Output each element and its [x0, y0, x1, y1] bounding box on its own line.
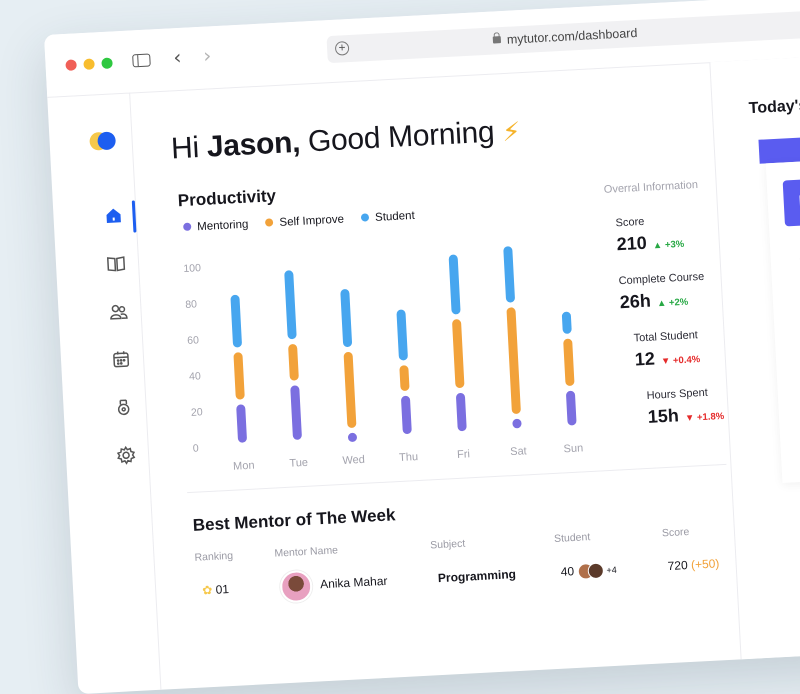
- bar-self-improve-fri[interactable]: [452, 319, 465, 389]
- url-text: mytutor.com/dashboard: [506, 25, 638, 47]
- trend-up-icon: ▲: [656, 297, 667, 310]
- col-ranking: Ranking: [194, 549, 234, 564]
- x-tick-label: Fri: [457, 448, 470, 461]
- bar-self-improve-sun[interactable]: [563, 338, 575, 386]
- overall-info-title: Overral Information: [603, 178, 699, 196]
- new-tab-icon[interactable]: +: [334, 40, 350, 56]
- stat-total-student: Total Student 12 ▼ +0.4%: [633, 329, 701, 370]
- schedule-header-band: [758, 128, 800, 164]
- bar-student-sun[interactable]: [561, 311, 572, 334]
- address-bar[interactable]: + mytutor.com/dashboard: [326, 10, 800, 64]
- bar-student-sat[interactable]: [503, 246, 515, 303]
- users-icon[interactable]: [108, 301, 129, 322]
- back-arrow-icon[interactable]: ‹: [172, 44, 182, 70]
- bar-self-improve-mon[interactable]: [233, 352, 245, 400]
- avatar: [279, 569, 314, 604]
- rank-cell: ✿ 01: [201, 582, 230, 598]
- reward-icon[interactable]: [113, 397, 134, 418]
- calendar-icon[interactable]: [111, 349, 132, 370]
- dashboard-main: Hi Jason, Good Morning ⚡ Productivity Men…: [130, 62, 741, 690]
- chart-legend: Mentoring Self Improve Student: [183, 209, 429, 234]
- trend-up-icon: ▲: [652, 239, 663, 252]
- col-mentor-name: Mentor Name: [274, 544, 339, 560]
- stat-complete-course: Complete Course 26h ▲ +2%: [618, 270, 705, 313]
- bar-student-thu[interactable]: [396, 309, 408, 361]
- subject-cell: Programming: [437, 567, 517, 586]
- bar-student-fri[interactable]: [448, 254, 461, 315]
- sidebar-rail: [47, 92, 162, 694]
- todays-title: Today's: [748, 97, 800, 118]
- bar-self-improve-thu[interactable]: [399, 365, 410, 391]
- trend-down-icon: ▼: [660, 355, 671, 368]
- bolt-icon: ⚡: [501, 117, 522, 149]
- book-icon[interactable]: [106, 253, 127, 274]
- bar-mentoring-sat[interactable]: [512, 418, 522, 429]
- y-tick-label: 40: [189, 370, 201, 383]
- trend-down-icon: ▼: [684, 412, 695, 424]
- student-cell: 40 +4: [560, 562, 618, 580]
- user-name: Jason,: [205, 125, 301, 164]
- productivity-chart: 0 20 40 60 80 100 Mon Tue Wed Thu Fri Sat Sun: [183, 246, 583, 473]
- x-tick-label: Thu: [399, 451, 419, 464]
- stat-hours-spent: Hours Spent 15h ▼ +1.8%: [646, 386, 725, 427]
- score-cell: 720 (+50): [667, 556, 720, 574]
- greeting-heading: Hi Jason, Good Morning ⚡: [170, 115, 522, 166]
- bar-mentoring-fri[interactable]: [456, 392, 467, 432]
- card-banner: ‹: [782, 171, 800, 227]
- col-student: Student: [553, 531, 591, 545]
- maximize-window-button[interactable]: [101, 57, 113, 70]
- avatar: [587, 562, 604, 580]
- y-tick-label: 20: [191, 406, 203, 419]
- minimize-window-button[interactable]: [83, 58, 95, 70]
- mentor-name-cell: Anika Mahar: [319, 573, 388, 592]
- legend-item-student: Student: [360, 210, 415, 225]
- bar-self-improve-tue[interactable]: [288, 344, 299, 381]
- x-tick-label: Tue: [289, 457, 308, 470]
- lock-icon: [492, 36, 502, 44]
- bar-student-tue[interactable]: [284, 270, 297, 340]
- bar-mentoring-wed[interactable]: [347, 432, 357, 442]
- stat-score: Score 210 ▲ +3%: [615, 215, 685, 255]
- medal-icon: ✿: [201, 582, 213, 598]
- browser-window: ‹ › + mytutor.com/dashboard: [44, 0, 800, 694]
- gear-icon[interactable]: [116, 445, 137, 466]
- bar-mentoring-tue[interactable]: [290, 385, 302, 440]
- y-tick-label: 0: [193, 442, 200, 454]
- bar-mentoring-sun[interactable]: [566, 390, 577, 426]
- home-icon[interactable]: [103, 205, 124, 226]
- productivity-title: Productivity: [177, 186, 277, 211]
- sidebar-toggle-icon[interactable]: [132, 53, 151, 68]
- close-window-button[interactable]: [65, 59, 77, 71]
- bar-self-improve-wed[interactable]: [343, 352, 357, 428]
- best-mentor-title: Best Mentor of The Week: [192, 505, 396, 535]
- col-subject: Subject: [429, 537, 466, 552]
- bar-student-wed[interactable]: [340, 289, 353, 348]
- col-score: Score: [661, 525, 690, 540]
- x-tick-label: Sun: [563, 442, 583, 455]
- app-logo[interactable]: [89, 131, 120, 153]
- legend-item-mentoring: Mentoring: [183, 219, 249, 234]
- bar-mentoring-mon[interactable]: [236, 404, 247, 443]
- y-tick-label: 100: [183, 262, 201, 275]
- legend-item-self-improve: Self Improve: [265, 214, 344, 230]
- schedule-card[interactable]: ‹ InP: [765, 152, 800, 483]
- bar-student-mon[interactable]: [230, 294, 242, 348]
- y-tick-label: 80: [185, 298, 197, 311]
- bar-mentoring-thu[interactable]: [401, 395, 412, 435]
- x-tick-label: Mon: [233, 460, 255, 473]
- bar-self-improve-sat[interactable]: [506, 307, 521, 414]
- x-tick-label: Wed: [342, 454, 365, 467]
- x-tick-label: Sat: [510, 445, 527, 458]
- y-tick-label: 60: [187, 334, 199, 347]
- forward-arrow-icon[interactable]: ›: [202, 43, 212, 68]
